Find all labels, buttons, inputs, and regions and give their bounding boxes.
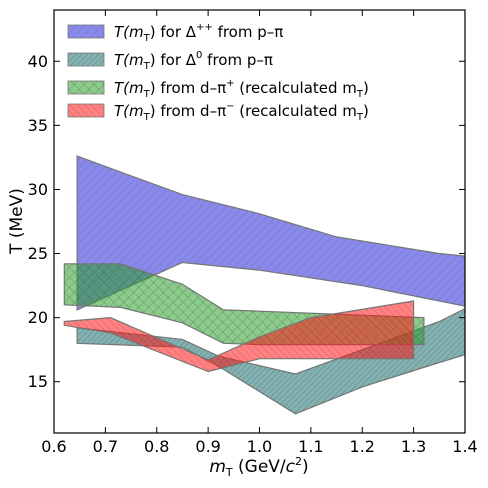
legend-label-delta-pp: T(mT) for Δ++ from p–π (114, 22, 283, 44)
x-tick-label: 0.9 (195, 437, 220, 456)
legend-entry-delta-pp: T(mT) for Δ++ from p–π (67, 22, 283, 44)
legend: T(mT) for Δ++ from p–π T(mT) for Δ0 from… (67, 22, 369, 123)
x-tick-label: 1.3 (401, 437, 426, 456)
legend-entry-d-pi-minus: T(mT) from d–π− (recalculated mT) (67, 101, 369, 123)
y-tick-label: 30 (28, 180, 48, 199)
x-axis-ticks: 0.6 0.7 0.8 0.9 1.0 1.1 1.2 1.3 1.4 (41, 10, 478, 456)
x-tick-label: 0.7 (93, 437, 118, 456)
y-tick-label: 40 (28, 52, 48, 71)
legend-label-d-pi-minus: T(mT) from d–π− (recalculated mT) (114, 101, 369, 123)
x-tick-label: 0.8 (144, 437, 169, 456)
bands-layer (63, 155, 465, 415)
x-tick-label: 1.0 (247, 437, 272, 456)
x-tick-label: 1.2 (350, 437, 375, 456)
y-tick-label: 20 (28, 308, 48, 327)
legend-entry-delta-0: T(mT) for Δ0 from p–π (67, 50, 273, 72)
band-hatch-delta-pp (77, 156, 465, 310)
band-hatch-d-pi-minus (64, 301, 414, 372)
x-axis-title: mT (GeV/c2) (209, 455, 308, 479)
x-tick-label: 1.1 (298, 437, 323, 456)
legend-label-d-pi-plus: T(mT) from d–π+ (recalculated mT) (114, 78, 369, 100)
y-axis-title: T (MeV) (7, 188, 27, 255)
legend-label-delta-0: T(mT) for Δ0 from p–π (114, 50, 273, 72)
y-tick-label: 25 (28, 244, 48, 263)
y-tick-label: 15 (28, 372, 48, 391)
y-tick-label: 35 (28, 116, 48, 135)
band-hatch-delta-0 (77, 308, 465, 414)
legend-entry-d-pi-plus: T(mT) from d–π+ (recalculated mT) (67, 78, 369, 100)
x-tick-label: 1.4 (452, 437, 477, 456)
y-axis-ticks: 15 20 25 30 35 40 (28, 52, 465, 391)
x-tick-label: 0.6 (41, 437, 66, 456)
